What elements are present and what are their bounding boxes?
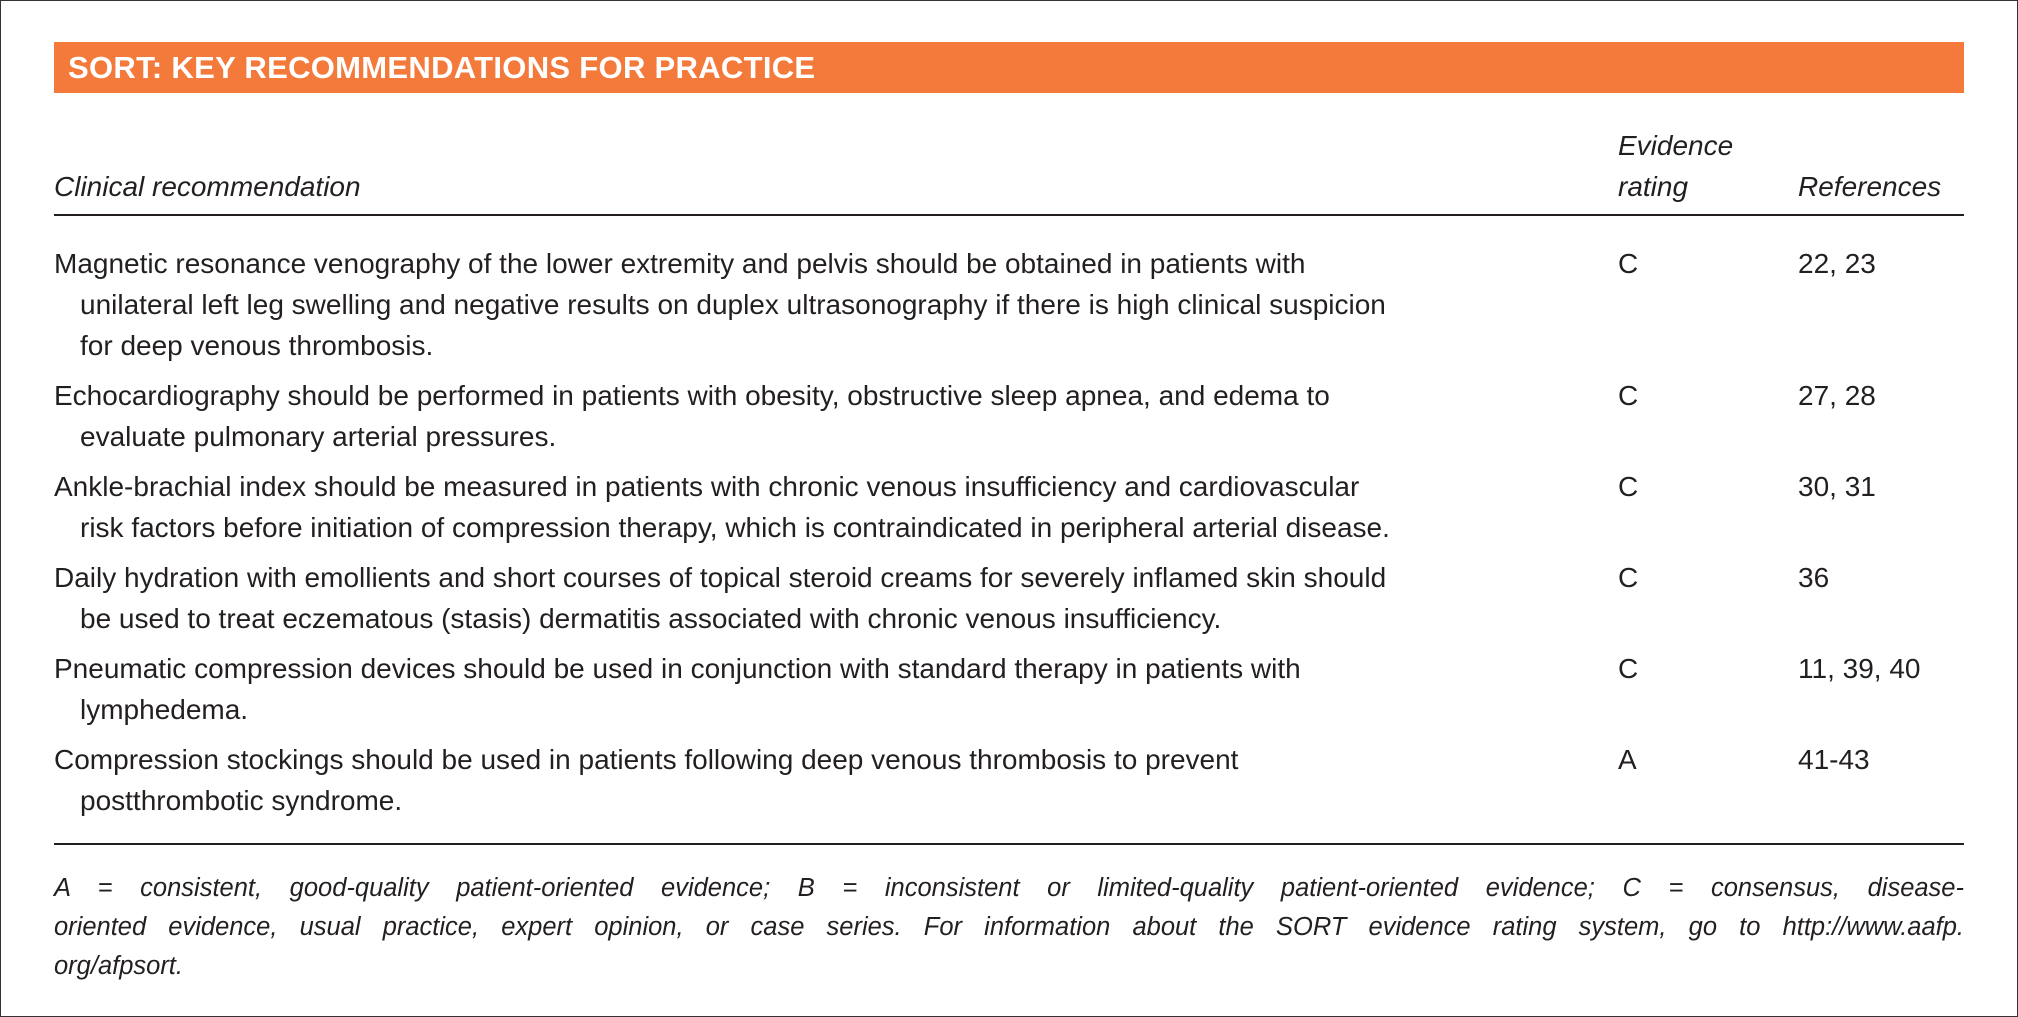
- references: 27, 28: [1798, 380, 1876, 411]
- recommendation-line: Daily hydration with emollients and shor…: [54, 562, 1387, 593]
- header-rating: rating: [1618, 171, 1689, 202]
- sort-banner: SORT: KEY RECOMMENDATIONS FOR PRACTICE: [54, 42, 1964, 93]
- evidence-rating: C: [1618, 653, 1639, 684]
- footnote-line: oriented evidence, usual practice, exper…: [54, 913, 1964, 941]
- recommendation-line: Pneumatic compression devices should be …: [54, 653, 1301, 684]
- recommendation-text: Daily hydration with emollients and shor…: [54, 557, 1574, 639]
- references: 41-43: [1798, 744, 1870, 775]
- header-clinical-recommendation: Clinical recommendation: [54, 171, 361, 202]
- recommendation-text: Pneumatic compression devices should be …: [54, 648, 1574, 730]
- recommendation-line: lymphedema.: [80, 694, 249, 725]
- evidence-rating: C: [1618, 471, 1639, 502]
- recommendation-line: Magnetic resonance venography of the low…: [54, 248, 1306, 279]
- references: 30, 31: [1798, 471, 1876, 502]
- header-evidence: Evidence: [1618, 130, 1734, 161]
- evidence-rating: C: [1618, 562, 1639, 593]
- banner-title: SORT: KEY RECOMMENDATIONS FOR PRACTICE: [68, 50, 816, 85]
- references: 36: [1798, 562, 1830, 593]
- evidence-rating: A: [1618, 744, 1637, 775]
- recommendation-text: Compression stockings should be used in …: [54, 739, 1574, 821]
- recommendation-line: Ankle-brachial index should be measured …: [54, 471, 1360, 502]
- recommendation-text: Magnetic resonance venography of the low…: [54, 243, 1574, 366]
- recommendation-line: unilateral left leg swelling and negativ…: [80, 289, 1386, 320]
- footnote-line: A = consistent, good-quality patient-ori…: [54, 874, 1964, 902]
- footnote: A = consistent, good-quality patient-ori…: [54, 869, 1964, 986]
- recommendation-line: Compression stockings should be used in …: [54, 744, 1239, 775]
- recommendation-line: Echocardiography should be performed in …: [54, 380, 1330, 411]
- footnote-line: org/afpsort.: [54, 952, 183, 980]
- recommendation-line: for deep venous thrombosis.: [80, 330, 434, 361]
- recommendation-line: be used to treat eczematous (stasis) der…: [80, 603, 1222, 634]
- recommendation-line: evaluate pulmonary arterial pressures.: [80, 421, 557, 452]
- header-rule: [54, 214, 1964, 216]
- recommendation-line: risk factors before initiation of compre…: [80, 512, 1390, 543]
- references: 11, 39, 40: [1798, 653, 1921, 684]
- header-references: References: [1798, 171, 1942, 202]
- recommendation-line: postthrombotic syndrome.: [80, 785, 403, 816]
- references: 22, 23: [1798, 248, 1876, 279]
- recommendation-text: Echocardiography should be performed in …: [54, 375, 1574, 457]
- evidence-rating: C: [1618, 248, 1639, 279]
- footer-rule: [54, 843, 1964, 845]
- recommendation-text: Ankle-brachial index should be measured …: [54, 466, 1574, 548]
- evidence-rating: C: [1618, 380, 1639, 411]
